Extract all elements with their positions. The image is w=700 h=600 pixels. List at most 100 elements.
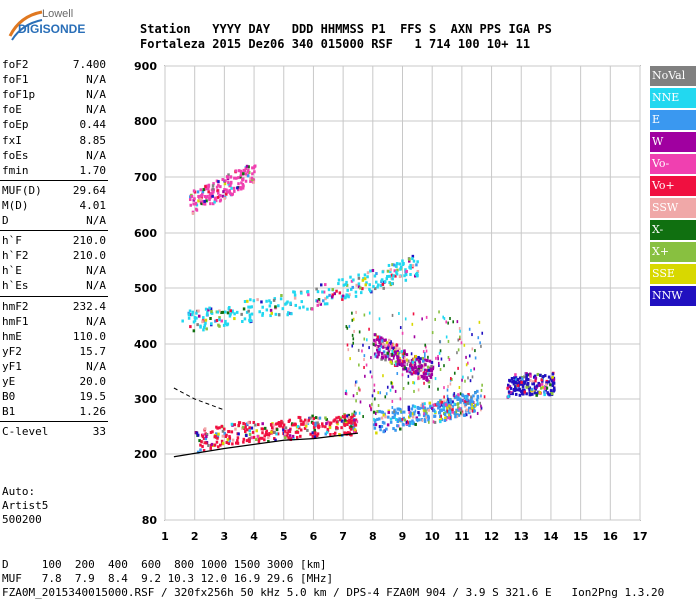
data-point xyxy=(311,431,315,435)
data-point xyxy=(446,400,449,404)
data-point xyxy=(414,366,418,370)
data-point xyxy=(405,420,408,424)
data-point xyxy=(196,450,200,454)
data-point xyxy=(537,381,540,385)
y-tick-label: 700 xyxy=(134,171,157,184)
data-point xyxy=(331,293,335,297)
data-point xyxy=(424,352,426,356)
data-point xyxy=(424,345,427,349)
data-point xyxy=(247,165,250,169)
data-point xyxy=(456,413,459,417)
data-point xyxy=(192,202,195,206)
data-point xyxy=(469,407,472,411)
data-point xyxy=(345,325,348,329)
data-point xyxy=(273,430,276,434)
data-point xyxy=(293,290,296,294)
data-point xyxy=(362,415,364,419)
data-point xyxy=(379,284,383,288)
data-point xyxy=(322,299,325,303)
data-point xyxy=(217,432,220,436)
data-point xyxy=(433,414,436,418)
data-point xyxy=(420,367,423,371)
param-label: foE xyxy=(2,103,22,117)
data-point xyxy=(552,386,556,390)
data-point xyxy=(417,355,420,359)
data-point xyxy=(394,350,397,354)
auto-artist: Artist5 xyxy=(2,499,49,512)
param-row-hme: hmE 110.0 xyxy=(2,330,106,344)
data-point xyxy=(414,409,417,413)
data-point xyxy=(431,331,434,335)
data-point xyxy=(222,190,225,194)
data-point xyxy=(202,202,205,206)
legend-item-nnw: NNW xyxy=(650,286,696,306)
data-point xyxy=(439,400,442,404)
data-point xyxy=(239,187,243,191)
data-point xyxy=(447,397,449,401)
data-point xyxy=(387,349,391,353)
param-value: 19.5 xyxy=(79,390,107,404)
data-point xyxy=(296,425,300,429)
data-point xyxy=(437,361,440,365)
data-point xyxy=(305,421,308,425)
data-point xyxy=(368,346,370,350)
data-point xyxy=(201,190,205,194)
data-point xyxy=(190,194,194,198)
data-point xyxy=(231,442,234,446)
data-point xyxy=(191,313,194,317)
data-point xyxy=(368,283,371,287)
data-point xyxy=(337,415,341,419)
data-point xyxy=(363,358,365,362)
data-point xyxy=(403,349,406,353)
data-point xyxy=(413,363,417,367)
data-point xyxy=(425,416,428,420)
data-point xyxy=(326,295,329,299)
data-point xyxy=(378,317,381,321)
data-point xyxy=(381,337,384,341)
data-point xyxy=(423,381,425,385)
data-point xyxy=(223,427,226,431)
data-point xyxy=(274,312,278,316)
data-point xyxy=(203,194,207,198)
data-point xyxy=(384,344,387,348)
data-point xyxy=(352,394,355,398)
data-point xyxy=(432,408,436,412)
data-point xyxy=(352,278,355,282)
data-point xyxy=(196,323,199,327)
data-point xyxy=(473,367,476,371)
data-point xyxy=(286,432,289,436)
data-point xyxy=(210,442,214,446)
data-point xyxy=(228,189,231,193)
data-point xyxy=(428,401,432,405)
data-point xyxy=(443,395,445,399)
data-point xyxy=(420,406,424,410)
data-point xyxy=(521,377,524,381)
data-point xyxy=(295,435,299,439)
data-point xyxy=(543,387,547,391)
data-point xyxy=(405,269,408,273)
param-label: foF1 xyxy=(2,73,29,87)
data-point xyxy=(471,347,474,351)
data-point xyxy=(356,420,359,424)
data-point xyxy=(290,312,293,316)
data-point xyxy=(417,411,420,415)
data-point xyxy=(470,395,472,399)
data-point xyxy=(407,367,410,371)
data-point xyxy=(372,410,376,414)
data-point xyxy=(218,309,221,313)
data-point xyxy=(467,406,471,410)
data-point xyxy=(316,290,320,294)
data-point xyxy=(409,363,412,367)
data-point xyxy=(518,380,521,384)
data-point xyxy=(379,428,382,432)
param-row-h-e: h`E N/A xyxy=(2,264,106,278)
data-point xyxy=(386,351,389,355)
data-point xyxy=(215,185,219,189)
data-point xyxy=(351,318,354,322)
data-point xyxy=(460,341,463,345)
data-point xyxy=(381,282,385,286)
data-point xyxy=(350,416,353,420)
data-point xyxy=(253,164,257,168)
data-point xyxy=(209,430,213,434)
data-point xyxy=(223,196,226,200)
